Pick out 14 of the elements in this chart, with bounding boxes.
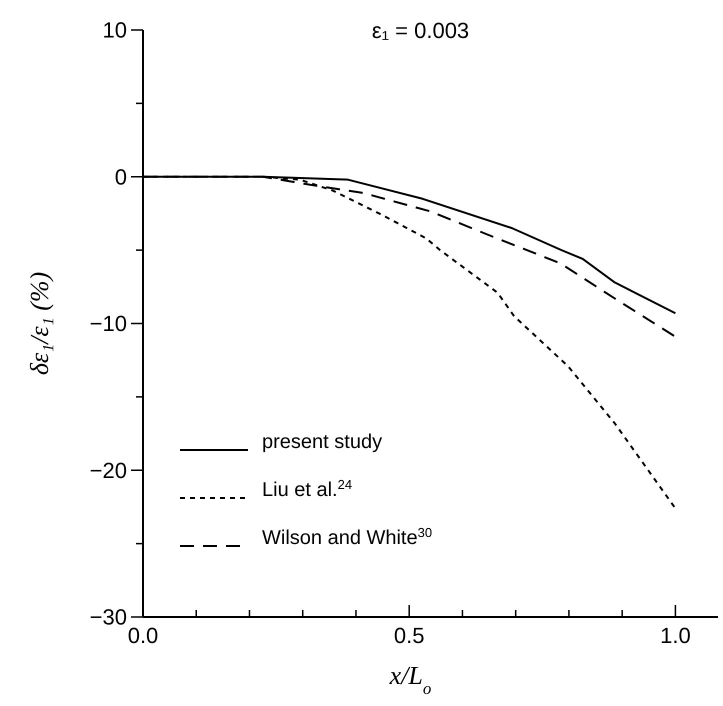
chart-title: ε₁ = 0.003 xyxy=(372,18,470,43)
legend-label: Wilson and White$^{30}$ xyxy=(262,524,432,549)
x-tick-label: 0.5 xyxy=(394,623,424,648)
x-tick-label: 0.0 xyxy=(128,623,158,648)
legend-label: Liu et al.$^{24}$ xyxy=(262,476,352,501)
legend-label: present study xyxy=(262,431,382,453)
y-axis-title: δε₁/ε₁ (%) xyxy=(25,272,54,376)
y-tick-label: 10 xyxy=(102,18,127,43)
x-tick-label: 1.0 xyxy=(660,623,691,648)
y-tick-label: −30 xyxy=(90,604,127,630)
y-tick-label: 0 xyxy=(114,164,127,190)
y-tick-label: −10 xyxy=(90,311,127,336)
x-axis-title: x/L$_{o}$ xyxy=(388,661,432,698)
y-tick-label: −20 xyxy=(90,458,127,483)
